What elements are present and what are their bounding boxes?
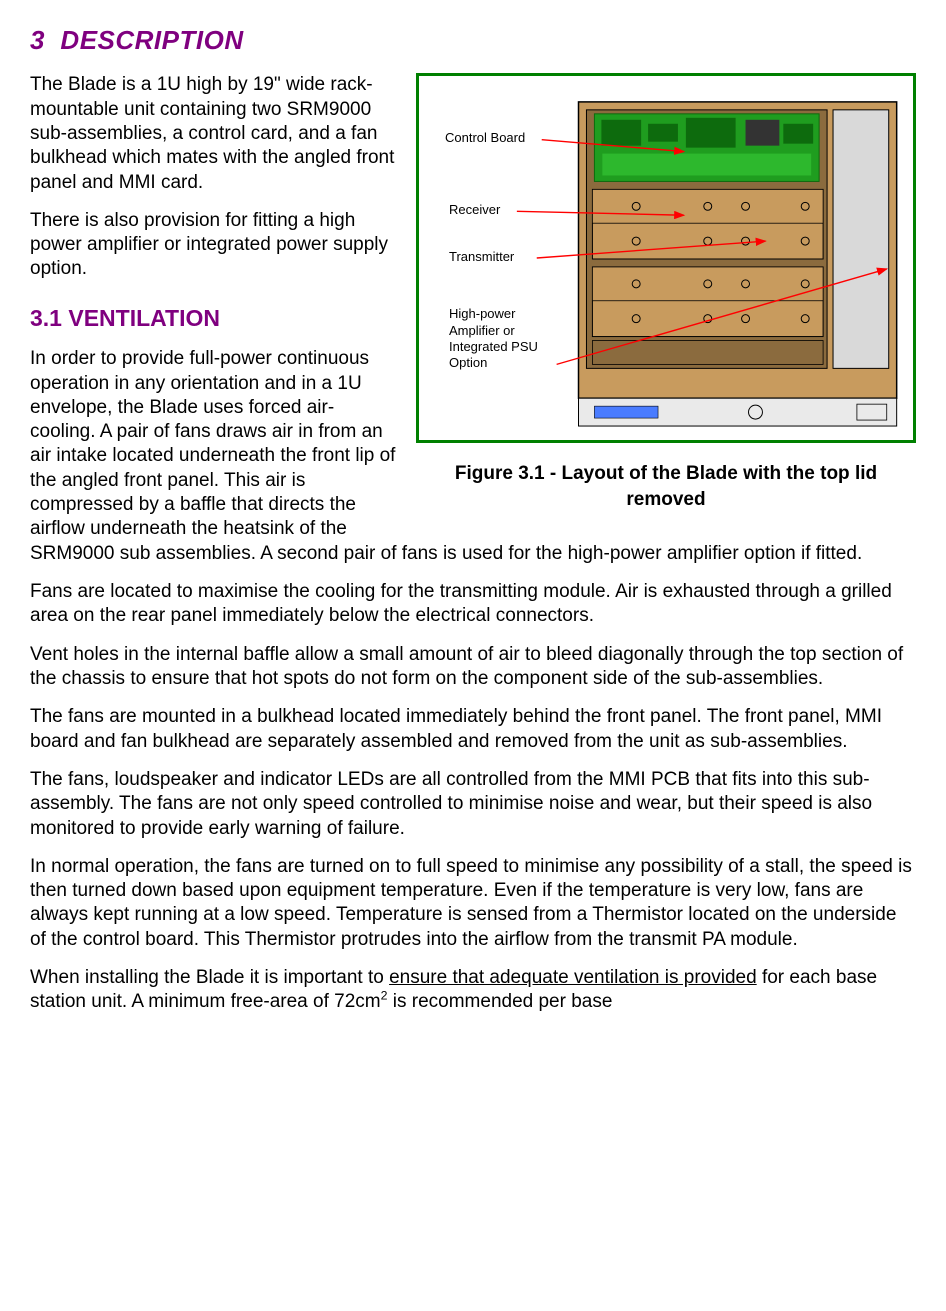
ventilation-para-4: The fans are mounted in a bulkhead locat… — [30, 705, 916, 754]
section-title-text: DESCRIPTION — [60, 25, 243, 55]
subsection-number: 3.1 — [30, 305, 62, 331]
ventilation-para-6: In normal operation, the fans are turned… — [30, 855, 916, 952]
ventilation-para-7: When installing the Blade it is importan… — [30, 966, 916, 1015]
figure-frame: Control Board Receiver Transmitter High-… — [416, 73, 916, 443]
ventilation-para-3: Vent holes in the internal baffle allow … — [30, 643, 916, 692]
label-high-power: High-power Amplifier or Integrated PSU O… — [449, 306, 559, 371]
label-transmitter: Transmitter — [449, 249, 514, 265]
ventilation-para-2: Fans are located to maximise the cooling… — [30, 580, 916, 629]
figure-container: Control Board Receiver Transmitter High-… — [416, 73, 916, 512]
section-number: 3 — [30, 25, 45, 55]
underlined-warning: ensure that adequate ventilation is prov… — [389, 967, 757, 988]
ventilation-para-5: The fans, loudspeaker and indicator LEDs… — [30, 768, 916, 841]
section-heading: 3 DESCRIPTION — [30, 24, 916, 57]
blade-diagram: Control Board Receiver Transmitter High-… — [427, 84, 905, 432]
subsection-title-text: VENTILATION — [68, 305, 220, 331]
figure-caption: Figure 3.1 - Layout of the Blade with th… — [416, 461, 916, 512]
label-receiver: Receiver — [449, 202, 500, 218]
label-control-board: Control Board — [445, 130, 525, 146]
